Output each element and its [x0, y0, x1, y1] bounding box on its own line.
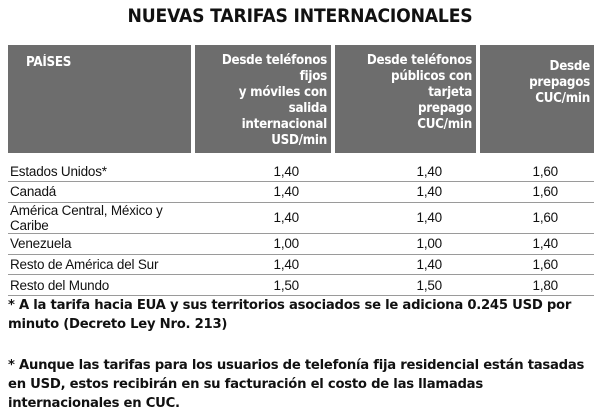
rate-cell-public: 1,40	[333, 153, 478, 182]
header-line: internacional	[241, 117, 328, 132]
rate-cell-public: 1,40	[333, 202, 478, 234]
table-row: Venezuela 1,00 1,00 1,40	[8, 233, 594, 255]
rate-cell-public: 1,00	[333, 233, 478, 255]
column-header-countries: PAÍSES	[8, 45, 195, 153]
table-row: Resto del Mundo 1,50 1,50 1,80	[8, 274, 594, 297]
header-line: CUC/min	[535, 91, 590, 106]
header-line: Desde teléfonos fijos	[221, 53, 327, 84]
rate-cell-prepaid: 1,60	[478, 153, 594, 182]
footnote-usa-surcharge: * A la tarifa hacia EUA y sus territorio…	[8, 298, 572, 332]
column-header-public-phones: Desde teléfonos públicos con tarjeta pre…	[333, 45, 480, 153]
country-cell: Resto de América del Sur	[8, 254, 193, 276]
table-row: Resto de América del Sur 1,40 1,40 1,60	[8, 254, 594, 276]
table-body: Estados Unidos* 1,40 1,40 1,60 Canadá 1,…	[8, 153, 594, 297]
rate-cell-fixed-mobile: 1,50	[193, 274, 333, 297]
rate-cell-fixed-mobile: 1,40	[193, 254, 333, 276]
column-header-fixed-mobile: Desde teléfonos fijos y móviles con sali…	[193, 45, 335, 153]
rate-cell-prepaid: 1,60	[478, 254, 594, 276]
country-cell: Resto del Mundo	[8, 274, 193, 297]
rate-cell-prepaid: 1,60	[478, 202, 594, 234]
rate-cell-fixed-mobile: 1,40	[193, 181, 333, 203]
header-line: CUC/min	[417, 117, 472, 132]
table-header: PAÍSES Desde teléfonos fijos y móviles c…	[8, 45, 594, 153]
country-cell: Estados Unidos*	[8, 153, 193, 182]
rate-cell-fixed-mobile: 1,00	[193, 233, 333, 255]
page-title: NUEVAS TARIFAS INTERNACIONALES	[127, 6, 473, 27]
column-header-prepaid: Desde prepagos CUC/min	[478, 45, 594, 153]
header-line: USD/min	[271, 133, 327, 148]
rate-cell-prepaid: 1,80	[478, 274, 594, 297]
rate-cell-prepaid: 1,60	[478, 181, 594, 203]
header-line: Desde prepagos	[529, 59, 590, 90]
header-line: públicos con tarjeta	[391, 69, 472, 100]
rate-cell-public: 1,40	[333, 181, 478, 203]
rate-cell-prepaid: 1,40	[478, 233, 594, 255]
rate-cell-public: 1,50	[333, 274, 478, 297]
rate-cell-fixed-mobile: 1,40	[193, 153, 333, 182]
header-line: PAÍSES	[26, 55, 72, 70]
rate-cell-public: 1,40	[333, 254, 478, 276]
footnote-residential-billing: * Aunque las tarifas para los usuarios d…	[8, 358, 585, 411]
country-cell: Canadá	[8, 181, 193, 203]
country-cell: Venezuela	[8, 233, 193, 255]
header-line: prepago	[417, 101, 472, 116]
tariffs-table: PAÍSES Desde teléfonos fijos y móviles c…	[8, 45, 594, 297]
country-cell: América Central, México y Caribe	[8, 202, 193, 234]
rate-cell-fixed-mobile: 1,40	[193, 202, 333, 234]
table-row: Estados Unidos* 1,40 1,40 1,60	[8, 153, 594, 182]
table-row: Canadá 1,40 1,40 1,60	[8, 181, 594, 203]
table-row: América Central, México y Caribe 1,40 1,…	[8, 202, 594, 234]
header-line: Desde teléfonos	[366, 53, 472, 68]
header-line: y móviles con salida	[238, 85, 328, 116]
